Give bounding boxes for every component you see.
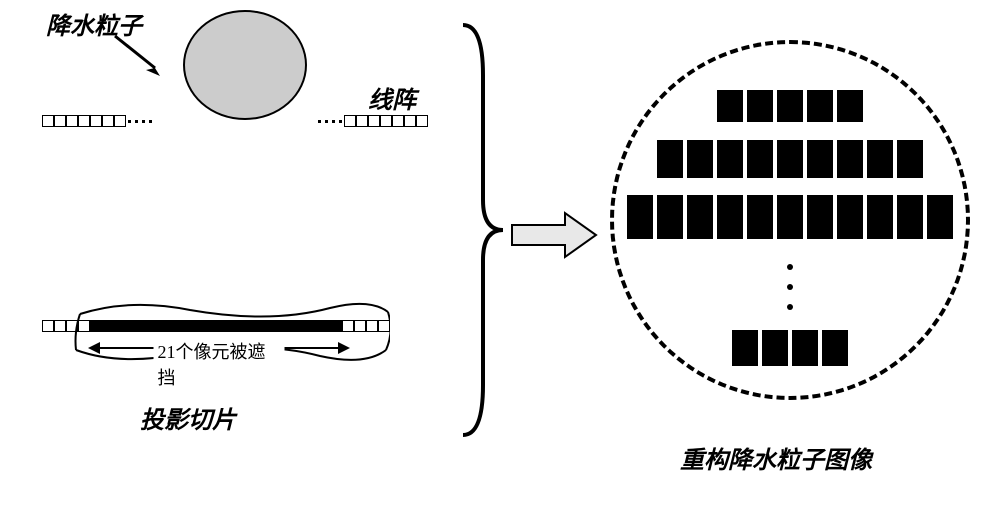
recon-bar (822, 330, 848, 366)
curly-brace (448, 20, 508, 440)
projection-slice-label: 投影切片 (140, 400, 236, 435)
recon-bar (732, 330, 758, 366)
line-array-right (316, 115, 428, 127)
recon-bar (807, 90, 833, 122)
recon-bar (777, 90, 803, 122)
pixel-cell (54, 320, 66, 332)
occluded-count-label: 21个像元被遮挡 (154, 338, 285, 390)
recon-bar (717, 195, 743, 239)
recon-bar (867, 140, 893, 178)
recon-row (657, 140, 923, 178)
recon-bar (792, 330, 818, 366)
recon-bar (777, 140, 803, 178)
recon-bar (897, 195, 923, 239)
recon-bar (657, 195, 683, 239)
recon-bar (687, 140, 713, 178)
recon-bar (777, 195, 803, 239)
occluded-extent-arrow: 21个像元被遮挡 (88, 342, 350, 354)
pixel-cell (42, 320, 54, 332)
recon-bar (837, 195, 863, 239)
recon-bar (807, 195, 833, 239)
recon-row (627, 195, 953, 239)
recon-bar (627, 195, 653, 239)
recon-bar (717, 140, 743, 178)
recon-bar (747, 195, 773, 239)
recon-row (732, 330, 848, 366)
recon-bar (837, 140, 863, 178)
callout-arrow (110, 26, 170, 86)
reconstructed-label: 重构降水粒子图像 (680, 440, 872, 475)
big-arrow-icon (510, 210, 600, 260)
ellipsis-dot (787, 304, 793, 310)
line-array-left (42, 115, 154, 127)
ellipsis-dot (787, 264, 793, 270)
recon-bar (867, 195, 893, 239)
recon-bar (897, 140, 923, 178)
recon-bar (762, 330, 788, 366)
recon-bar (837, 90, 863, 122)
ellipsis-dot (787, 284, 793, 290)
recon-row (717, 90, 863, 122)
recon-bar (927, 195, 953, 239)
recon-bar (687, 195, 713, 239)
recon-bar (807, 140, 833, 178)
particle-ellipse (183, 10, 307, 120)
recon-bar (747, 140, 773, 178)
recon-bar (657, 140, 683, 178)
recon-bar (717, 90, 743, 122)
line-array-label: 线阵 (368, 80, 416, 115)
recon-bar (747, 90, 773, 122)
